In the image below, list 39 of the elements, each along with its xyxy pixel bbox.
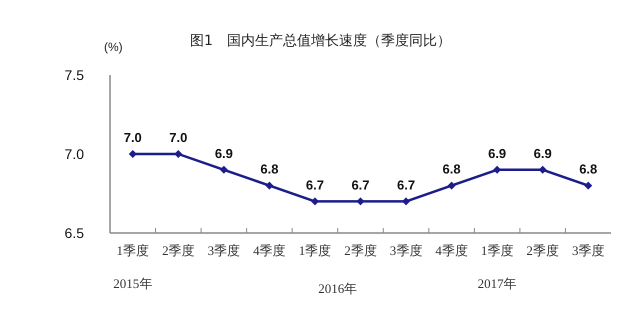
- data-label: 6.7: [351, 177, 370, 192]
- y-axis-title: (%): [104, 40, 123, 54]
- data-label: 6.8: [260, 162, 278, 177]
- data-label: 7.0: [124, 130, 142, 145]
- y-tick-label: 7.0: [64, 146, 84, 162]
- chart-title: 图1 国内生产总值增长速度（季度同比）: [190, 33, 451, 49]
- point: [448, 182, 456, 190]
- data-label: 6.8: [579, 162, 598, 177]
- point: [128, 150, 137, 158]
- data-label: 6.7: [306, 177, 324, 192]
- text: 2015年: [113, 276, 152, 291]
- data-label: 7.0: [169, 130, 188, 145]
- x-tick-label: 4季度: [253, 243, 286, 258]
- x-tick-label: 2季度: [344, 243, 377, 258]
- data-label: 6.9: [534, 146, 552, 161]
- point: [402, 197, 410, 206]
- point: [356, 197, 364, 206]
- y-tick-label: 7.5: [64, 66, 84, 83]
- text: 2017年: [478, 276, 517, 291]
- x-tick-label: 4季度: [435, 243, 468, 258]
- x-tick-label: 1季度: [116, 243, 150, 258]
- point: [265, 182, 274, 190]
- x-tick-label: 1季度: [298, 243, 332, 258]
- point: [174, 150, 182, 158]
- x-tick-label: 1季度: [480, 243, 514, 258]
- data-label: 6.8: [442, 162, 461, 177]
- x-tick-label: 2季度: [526, 243, 559, 258]
- data-label: 6.9: [214, 146, 233, 161]
- point: [584, 182, 592, 190]
- data-label: 6.7: [397, 177, 416, 192]
- x-tick-label: 3季度: [572, 243, 604, 258]
- y-tick-label: 6.5: [64, 224, 84, 241]
- point: [220, 166, 228, 174]
- x-tick-label: 3季度: [390, 243, 422, 258]
- text: 2016年: [318, 281, 358, 296]
- x-tick-label: 2季度: [162, 243, 195, 258]
- data-label: 6.9: [488, 146, 506, 161]
- point: [310, 197, 319, 206]
- x-tick-label: 3季度: [208, 243, 240, 258]
